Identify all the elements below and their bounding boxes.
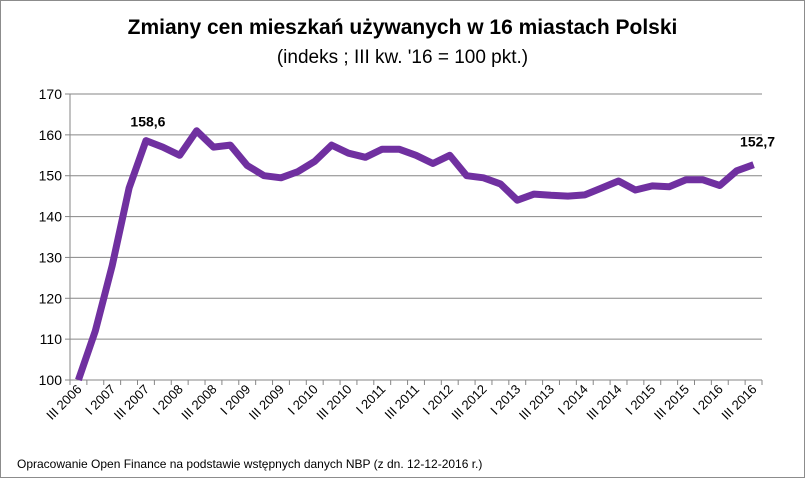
x-tick-label: III 2015 [651, 382, 692, 423]
data-label: 152,7 [740, 134, 775, 150]
x-tick-label: III 2016 [718, 382, 759, 423]
x-tick-label: III 2010 [313, 382, 354, 423]
x-tick-label: III 2011 [382, 382, 423, 423]
data-labels: 158,6 152,7 [130, 114, 775, 150]
x-tick-label: III 2014 [583, 382, 624, 423]
x-tick-label: III 2008 [178, 382, 219, 423]
gridlines [70, 93, 762, 340]
y-tick-label: 120 [39, 290, 63, 306]
y-tick-label: 160 [39, 127, 63, 143]
x-tick-label: III 2012 [448, 382, 489, 423]
x-tick-label: III 2007 [111, 382, 152, 423]
chart-subtitle: (indeks ; III kw. '16 = 100 pkt.) [276, 47, 529, 68]
chart-title: Zmiany cen mieszkań używanych w 16 miast… [127, 16, 678, 39]
y-tick-label: 130 [39, 249, 63, 265]
x-tick-label: III 2009 [246, 382, 287, 423]
y-tick-label: 170 [39, 86, 63, 102]
y-tick-label: 100 [39, 372, 63, 388]
y-tick-label: 150 [39, 168, 63, 184]
series-line-group [75, 127, 755, 382]
source-footnote: Opracowanie Open Finance na podstawie ws… [17, 457, 483, 471]
y-tick-label: 110 [40, 331, 63, 347]
y-tick-label: 140 [39, 209, 63, 225]
x-tick-label: III 2013 [516, 382, 557, 423]
y-axis-ticks: 100 110 120 130 140 150 160 170 [39, 86, 70, 388]
axes [69, 94, 762, 381]
series-line [75, 127, 755, 382]
data-label: 158,6 [130, 114, 165, 130]
